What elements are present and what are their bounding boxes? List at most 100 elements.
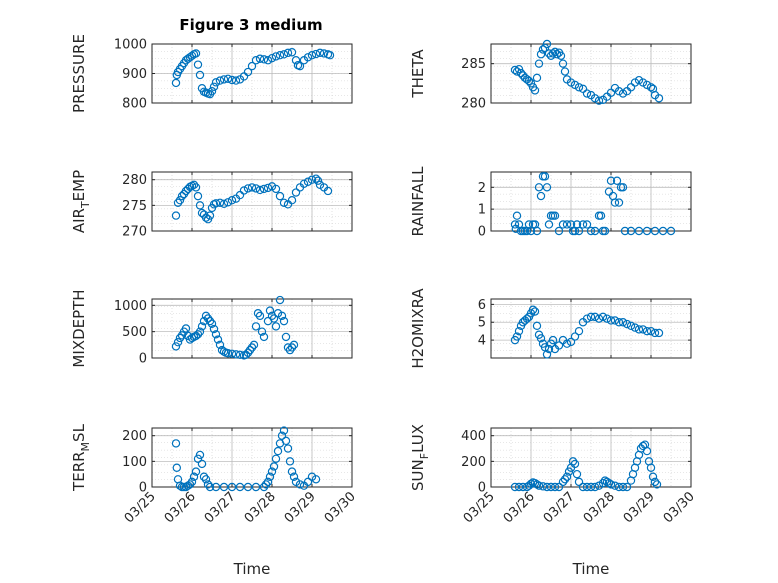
data-point: [606, 176, 616, 185]
data-point: [295, 61, 305, 71]
data-point: [534, 183, 544, 192]
data-point: [195, 201, 205, 210]
data-point: [265, 306, 275, 315]
data-point: [558, 477, 568, 487]
data-point: [215, 340, 225, 350]
data-point: [530, 307, 540, 316]
data-point: [552, 50, 562, 59]
data-point: [191, 49, 201, 58]
data-point: [602, 314, 612, 323]
data-point: [634, 226, 644, 236]
data-point: [259, 332, 269, 342]
data-point: [219, 482, 229, 492]
data-point: [251, 56, 261, 65]
data-point: [281, 332, 291, 342]
data-point: [526, 479, 536, 488]
data-point: [215, 76, 225, 85]
data-point: [612, 176, 622, 185]
data-point: [542, 482, 552, 492]
data-point: [514, 482, 524, 492]
data-point: [558, 220, 568, 229]
series-markers: [510, 172, 676, 236]
y-tick-label: 1000: [114, 299, 147, 314]
y-tick-label: 200: [461, 455, 486, 470]
y-tick-label: 400: [461, 429, 486, 444]
data-point: [263, 183, 273, 193]
data-point: [255, 185, 265, 195]
data-point: [175, 481, 185, 490]
data-point: [594, 96, 604, 105]
data-point: [277, 431, 287, 440]
data-point: [586, 312, 596, 322]
data-point: [201, 475, 211, 484]
data-point: [193, 330, 203, 339]
data-point: [223, 198, 233, 207]
data-point: [514, 64, 524, 74]
data-point: [295, 480, 305, 489]
data-point: [586, 482, 596, 492]
data-point: [171, 211, 181, 220]
data-point: [173, 198, 183, 207]
data-point: [247, 61, 257, 71]
data-point: [223, 74, 233, 84]
data-point: [195, 327, 205, 336]
data-point: [259, 184, 269, 194]
data-point: [193, 60, 203, 69]
data-point: [600, 226, 610, 236]
axes-frame: [151, 298, 353, 359]
data-point: [610, 198, 620, 207]
data-point: [275, 191, 285, 201]
data-point: [618, 482, 628, 492]
data-point: [542, 39, 552, 49]
data-point: [203, 314, 213, 323]
data-point: [560, 67, 570, 76]
data-point: [275, 295, 285, 305]
data-point: [173, 337, 183, 347]
data-point: [646, 83, 656, 92]
data-point: [654, 328, 664, 338]
data-point: [534, 481, 544, 490]
data-point: [638, 441, 648, 451]
data-point: [277, 311, 287, 321]
data-point: [630, 323, 640, 332]
data-point: [528, 305, 538, 314]
data-point: [582, 314, 592, 323]
data-point: [283, 444, 293, 453]
data-point: [556, 51, 566, 61]
data-point: [291, 188, 301, 197]
data-point: [642, 226, 652, 236]
data-point: [273, 446, 283, 456]
data-point: [259, 55, 269, 64]
data-point: [532, 73, 542, 83]
y-tick-label: 280: [122, 173, 147, 188]
data-point: [514, 326, 524, 336]
data-point: [267, 467, 277, 476]
data-point: [243, 67, 253, 77]
data-point: [578, 220, 588, 229]
data-point: [626, 321, 636, 331]
data-point: [618, 318, 628, 327]
data-point: [536, 334, 546, 343]
data-point: [512, 67, 522, 76]
data-point: [518, 482, 528, 492]
data-point: [243, 348, 253, 357]
data-point: [622, 319, 632, 329]
data-point: [524, 76, 534, 86]
data-point: [606, 480, 616, 489]
data-point: [325, 51, 335, 60]
data-point: [201, 311, 211, 321]
data-point: [540, 172, 550, 181]
y-axis-label: PRESSURE: [70, 34, 88, 113]
data-point: [642, 326, 652, 336]
data-point: [171, 78, 181, 88]
data-point: [598, 478, 608, 488]
data-point: [522, 314, 532, 323]
y-tick-label: 5: [478, 316, 486, 331]
data-point: [269, 314, 279, 323]
data-point: [538, 482, 548, 491]
data-point: [263, 56, 273, 65]
data-point: [620, 226, 630, 236]
figure-title: Figure 3 medium: [179, 16, 322, 34]
